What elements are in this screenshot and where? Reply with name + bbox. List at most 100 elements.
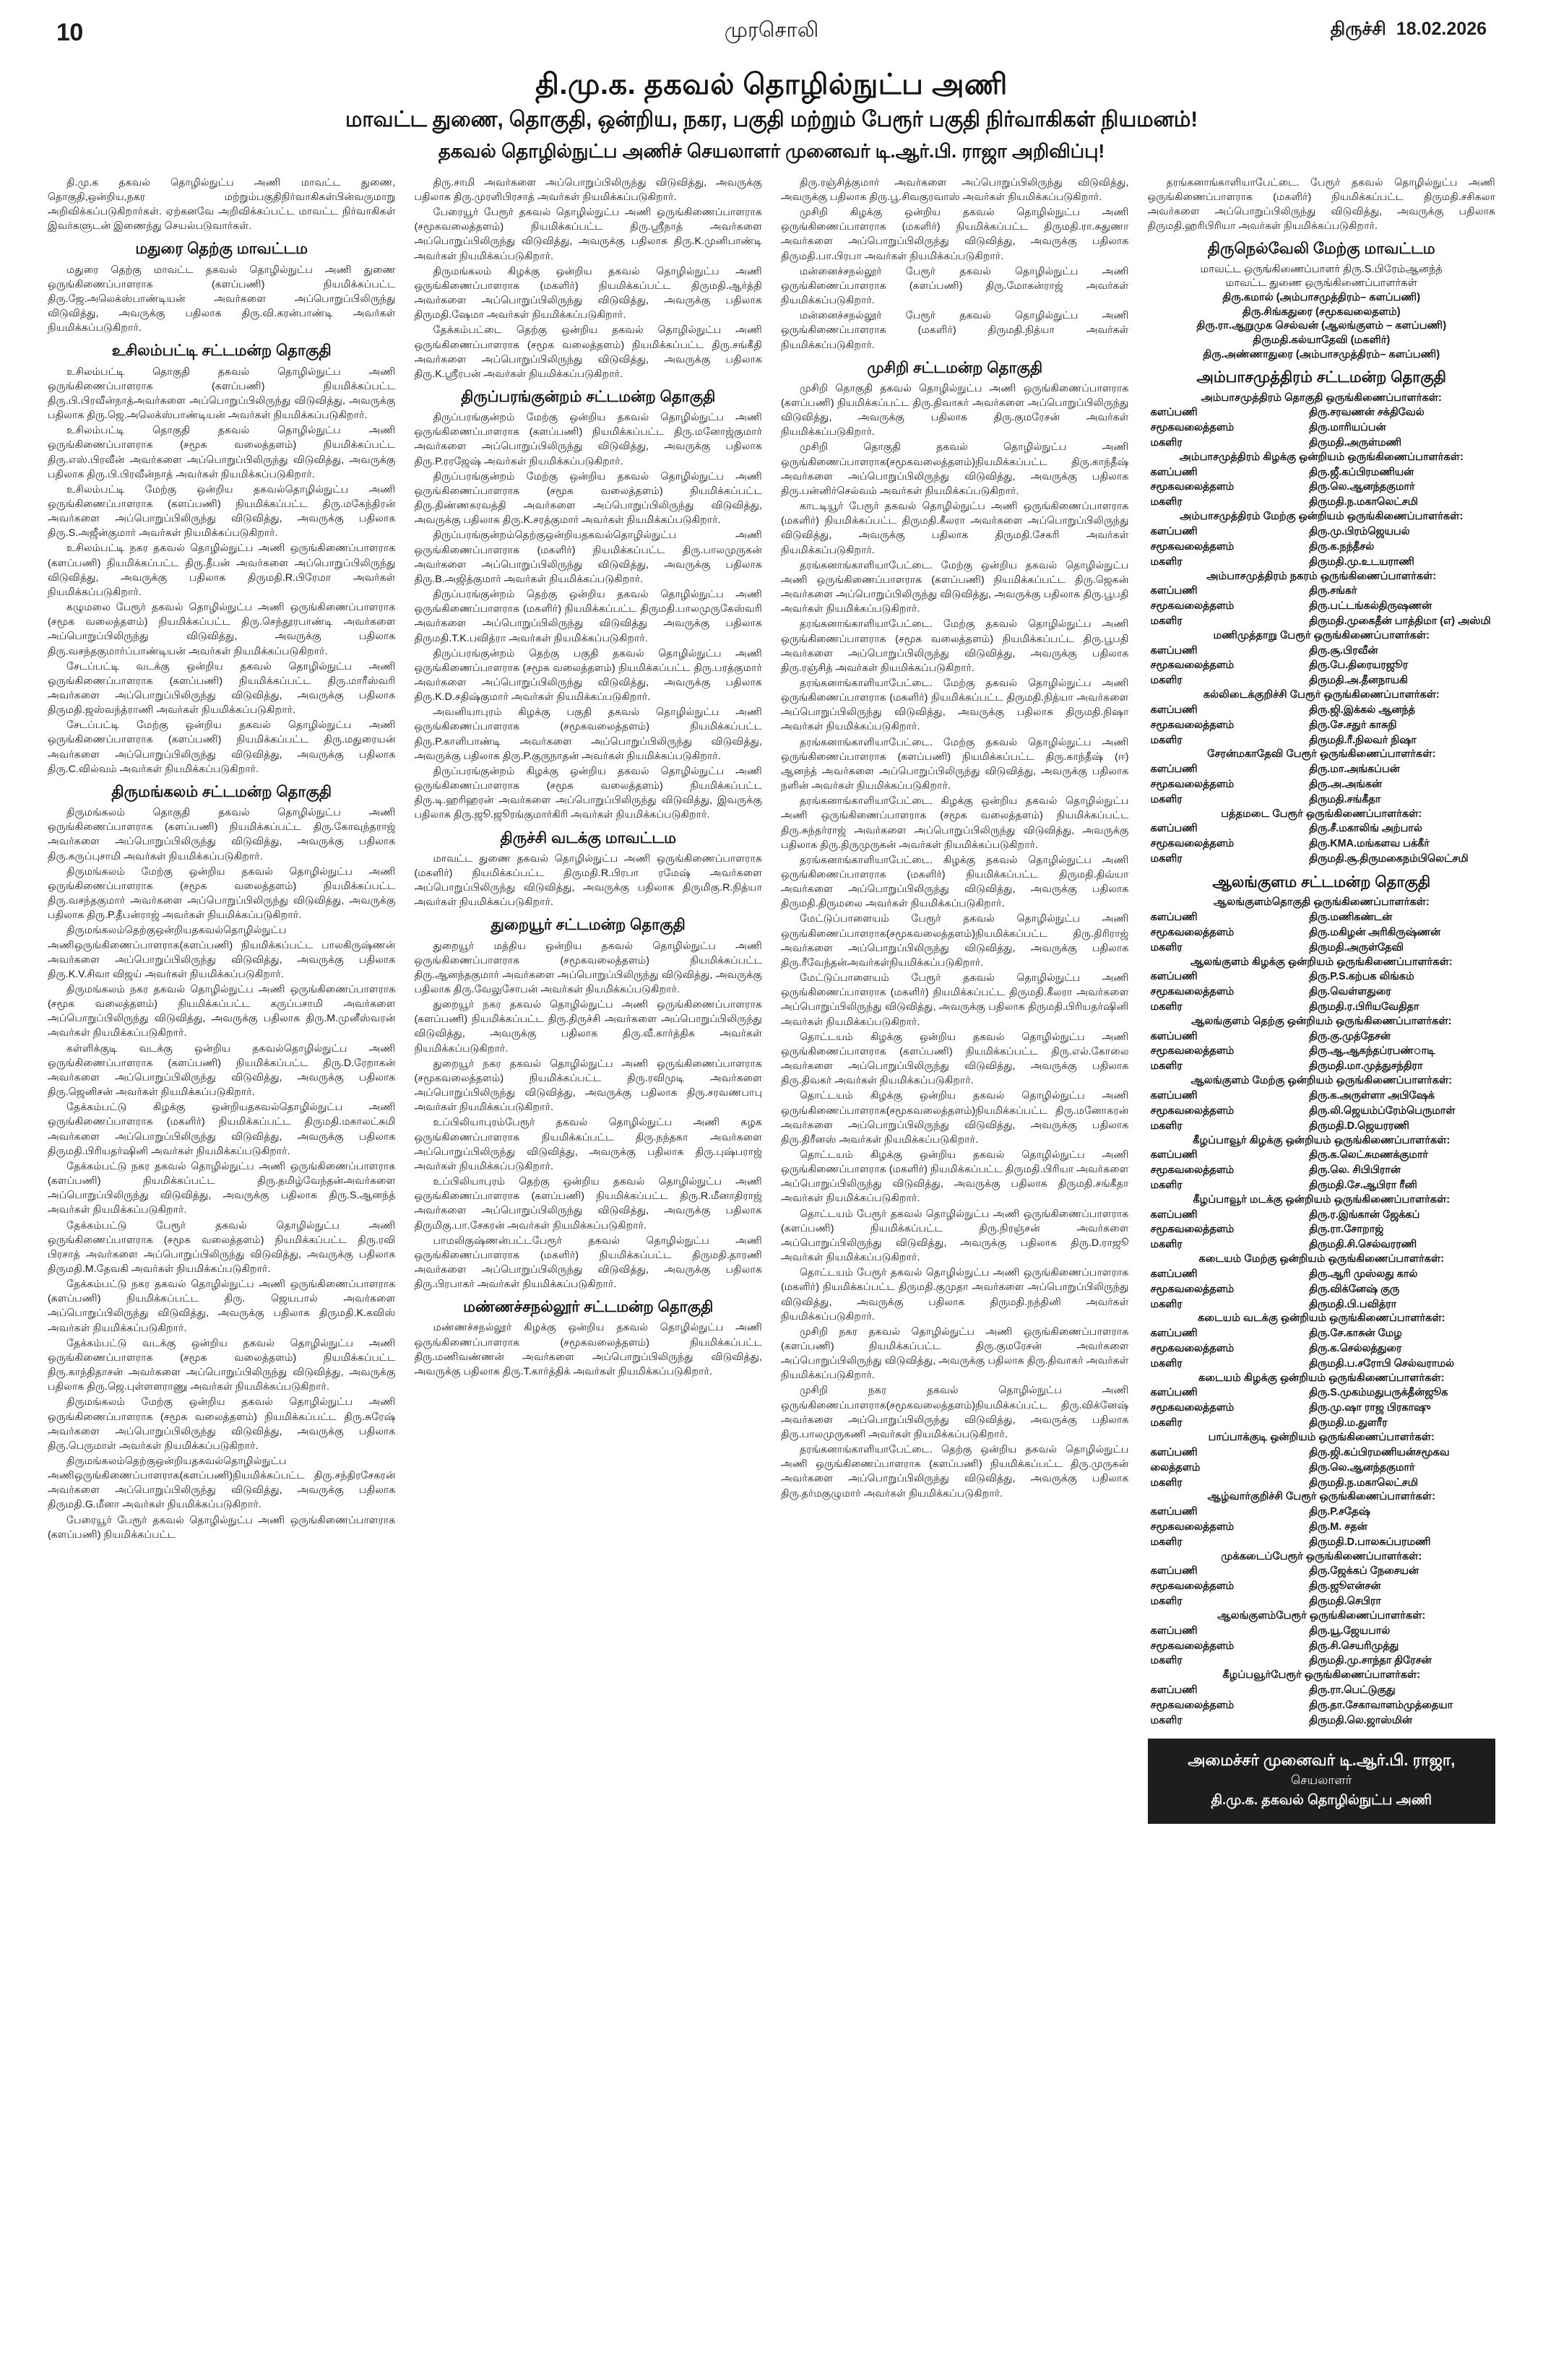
section-heading-usilampatti: உசிலம்பட்டி சட்டமன்ற தொகுதி [111,342,332,360]
role-label: மகளிர [1150,615,1183,627]
role-label: களப்பணி [1150,1446,1198,1458]
paragraph: தொட்டயம் பேரூர் தகவல் தொழில்நுட்ப அணி ஒர… [781,1208,1129,1264]
role-label: மகளிர [1150,1596,1183,1608]
group-title: ஆலங்குளம் மேற்கு ஒன்றியம் ஒருங்கிணைப்பாள… [1190,1075,1453,1087]
role-label: களப்பணி [1150,1149,1198,1161]
person-name: திரு.க.செல்லத்துரை [1309,1343,1402,1355]
person-name: திரு.லெ. சிபிபிரான் [1309,1164,1401,1177]
person-name: திரு.P.S.கற்பக லிங்கம் [1309,971,1414,983]
paragraph: தரங்கனாங்காளியாபேட்டை. மேற்கு தகவல் தொழி… [781,618,1129,674]
paragraph: திருமங்கலம் நகர தகவல் தொழில்நுட்ப அணி ஒர… [48,984,396,1039]
role-label: மகளிர [1150,1179,1183,1191]
person-name: திருமதி.லெ.ஜாஸ்மின் [1309,1714,1412,1726]
person-name: திரு.க.நந்தீசல் [1309,540,1375,553]
role-label: களப்பணி [1150,911,1198,923]
signature-block: அமைச்சர் முனைவர் டி.ஆர்.பி. ராஜா, செயலாள… [1147,1738,1495,1824]
paragraph: பேரையூர் பேரூர் தகவல் தொழில்நுட்ப அணி ஒர… [48,1514,396,1541]
group-title: அம்பாசமுத்திரம் மேற்கு ஒன்றியம் ஒருங்கிண… [1180,511,1464,523]
column-1: தி.மு.க தகவல் தொழில்நுட்ப அணி மாவட்ட துண… [48,176,396,2285]
coordinator-row: களப்பணி திரு.ஜி.இக்கல் ஆனந்த் [1151,703,1496,718]
role-label: சமூகவலைத்தளம் [1150,600,1235,613]
paragraph: துறையூர் நகர தகவல் தொழில்நுட்ப அணி ஒருங்… [414,1057,763,1114]
paragraph: திருமங்கலம் மேற்கு ஒன்றிய தகவல் தொழில்நு… [48,1396,396,1452]
role-label: சமூகவலைத்தளம் [1150,779,1235,791]
role-label: களப்பணி [1150,823,1198,835]
group-title: முக்கடைப்பேரூர் ஒருங்கிணைப்பாளர்கள்: [1221,1550,1422,1562]
person-name: திருமதி.ந.மகாலெட்சமி [1309,1476,1418,1489]
paragraph: தரங்கனாங்காளியாபேட்டை. மேற்கு தகவல் தொழி… [781,677,1129,733]
coordinator-row: சமூகவலைத்தளம் திரு.ரா.சோறாஜ் [1151,1222,1496,1237]
paragraph: துறையூர் நகர தகவல் தொழில்நுட்ப அணி ஒருங்… [414,999,763,1055]
coordinator-row: களப்பணி திரு.ர.இங்கான் ஜேக்கப் [1151,1208,1496,1223]
coordinator-row: சமூகவலைத்தளம் திரு.தா.சேகாவாளம்முத்தையா [1151,1698,1496,1713]
list-item: திருமதி.கல்யாதேவி (மகளிர்) [1253,334,1391,347]
coordinator-row: சமூகவலைத்தளம் திரு.சே.சதுர் காசுநி [1151,718,1496,733]
paragraph: மாவட்ட துணை தகவல் தொழில்நுட்ப அணி ஒருங்க… [414,852,763,909]
paragraph: திருப்பரங்குன்றம் மேற்கு ஒன்றிய தகவல் தொ… [414,412,763,467]
coordinator-row: மகளிர திருமதி.சூ.திருமகைநம்பிலெட்சமி [1151,852,1496,867]
person-name: திரு.லி.ஜெயம்ப்ரேம்பெருமாள் [1309,1104,1456,1117]
person-name: திரு.சங்கர் [1309,585,1357,597]
publication-date: 18.02.2026 [1396,19,1487,39]
list-item: திரு.அண்ணாதுரை (அம்பாசமுத்திரம்– களப்பணி… [1203,348,1440,360]
paragraph: உப்பிலியாபுரம்பேரூர் தகவல் தொழில்நுட்ப அ… [414,1117,763,1172]
paper-title: முரசொலி [724,19,819,42]
headline-secondary: மாவட்ட துணை, தொகுதி, ஒன்றிய, நகர, பகுதி … [345,108,1198,131]
coordinator-row: சமூகவலைத்தளம் திரு.க.நந்தீசல் [1151,540,1496,555]
section-heading-ambasamudram: அம்பாசமுத்திரம் சட்டமன்ற தொகுதி [1196,369,1446,386]
masthead-right: திருச்சி 18.02.2026 [1331,19,1487,42]
section-heading-musiri: முசிறி சட்டமன்ற தொகுதி [867,359,1043,376]
person-name: திரு.ஜூஎன்சன் [1309,1580,1381,1593]
role-label: களப்பணி [1150,704,1198,716]
person-name: திருமதி.மா.முத்துசந்திரா [1309,1060,1423,1073]
coordinator-row: களப்பணி திரு.மு.பிரம்ஜெயபல் [1151,524,1496,540]
role-label: லைத்தளம் [1150,1461,1201,1474]
person-name: திரு.ஜேக்கப் நேசையன் [1309,1565,1419,1578]
coordinator-row: களப்பணி திரு.மா.அங்கப்பன் [1151,762,1496,777]
group-title: கடையம் மேற்கு ஒன்றியம் ஒருங்கிணைப்பாளர்க… [1198,1253,1445,1265]
paragraph: உசிலம்பட்டி மேற்கு ஒன்றிய தகவல்தொழில்நுட… [48,483,396,540]
paragraph: கழுமலை பேரூர் தகவல் தொழில்நுட்ப அணி ஒருங… [48,602,396,657]
role-label: மகளிர [1150,793,1183,805]
coordinator-row: மகளிர திருமதி.அருள்மணி [1151,436,1496,451]
column-3: திரு.ரஞ்சித்குமார் அவர்களை அப்பொறுப்பிலி… [781,176,1129,2285]
role-label: களப்பணி [1150,1387,1198,1399]
person-name: திருமதி.சே.ஆபிரா ரீனி [1309,1179,1417,1191]
list-item: திரு.கமால் (அம்பாசமுத்திரம்– களப்பணி) [1222,291,1421,303]
coordinator-row: களப்பணி திரு.P.S.கற்பக லிங்கம் [1151,969,1496,985]
paragraph: சேடப்பட்டி வடக்கு ஒன்றிய தகவல் தொழில்நுட… [48,660,396,717]
coordinator-row: களப்பணி திரு.யூ.ஜேயபால் [1151,1624,1496,1639]
coordinator-row: மகளிர திருமதி.பி.பவித்ரா [1151,1297,1496,1312]
paragraph: தேக்கம்பட்டு நகர தகவல் தொழில்நுட்ப அணி ஒ… [48,1278,396,1334]
coordinator-row: மகளிர திருமதி.மு.உடயராணி [1151,555,1496,570]
person-name: திரு.சூ.பிரவீன் [1309,644,1378,657]
role-label: சமூகவலைத்தளம் [1150,540,1235,553]
coordinator-row: சமூகவலைத்தளம் திரு.KMA.மங்களவ பக்கீர் [1151,836,1496,852]
coordinator-row: களப்பணி திரு.ஆரி முஸ்லது கால் [1151,1267,1496,1282]
headline-tertiary: தகவல் தொழில்நுட்ப அணிச் செயலாளர் முனைவர்… [438,140,1105,162]
person-name: திரு.ஜி.இக்கல் ஆனந்த் [1309,704,1416,716]
coordinator-row: மகளிர திருமதி.D.பாலசுப்பரமணி [1151,1535,1496,1550]
role-label: சமூகவலைத்தளம் [1150,838,1235,850]
person-name: திருமதி.அருள்மணி [1309,437,1401,449]
paragraph: முசிறி நகர தகவல் தொழில்நுட்ப அணி ஒருங்கி… [781,1385,1129,1440]
coordinator-row: சமூகவலைத்தளம் திரு.லெ. சிபிபிரான் [1151,1163,1496,1178]
person-name: திரு.மணிகண்டன் [1309,911,1393,923]
paragraph: திருப்பரங்குன்றம் தெற்கு ஒன்றிய தகவல் தொ… [414,589,763,644]
group-title: அம்பாசமுத்திரம் நகரம் ஒருங்கிணைப்பாளர்கள… [1206,570,1437,582]
coordinator-row: களப்பணி திரு.க.அருள்ளா அபிஷேக் [1151,1089,1496,1104]
deputy-coordinator-list: திரு.கமால் (அம்பாசமுத்திரம்– களப்பணி) தி… [1148,291,1496,362]
coordinator-row: மகளிர திருமதி.லெ.ஜாஸ்மின் [1151,1713,1496,1728]
paragraph: மன்னைச்சநல்லூர் பேரூர் தகவல் தொழில்நுட்ப… [781,310,1129,351]
person-name: திரு.சே.காசுன் மேழ [1309,1328,1402,1340]
person-name: திருமதி.ப.சரோபி செல்வராமல் [1309,1357,1454,1369]
page-number: 10 [56,19,83,46]
coordinator-row: சமூகவலைத்தளம் திரு.மகிழன் அரிகிருஷ்ணன் [1151,925,1496,940]
group-title: ஆழ்வார்குறிச்சி பேரூர் ஒருங்கிணைப்பாளர்க… [1207,1491,1435,1503]
coordinator-row: மகளிர திருமதி.முகைதீன் பாத்திமா (எ) அஸ்மி [1151,614,1496,629]
person-name: திரு.யூ.ஜேயபால் [1309,1624,1391,1637]
group-title: ஆலங்குளம்தொகுதி ஒருங்கிணைப்பாளர்கள்: [1213,896,1430,909]
person-name: திரு.மாரியப்பன் [1309,422,1386,434]
role-label: சமூகவலைத்தளம் [1150,1104,1235,1117]
coordinator-row: களப்பணி திரு.மணிகண்டன் [1151,910,1496,925]
